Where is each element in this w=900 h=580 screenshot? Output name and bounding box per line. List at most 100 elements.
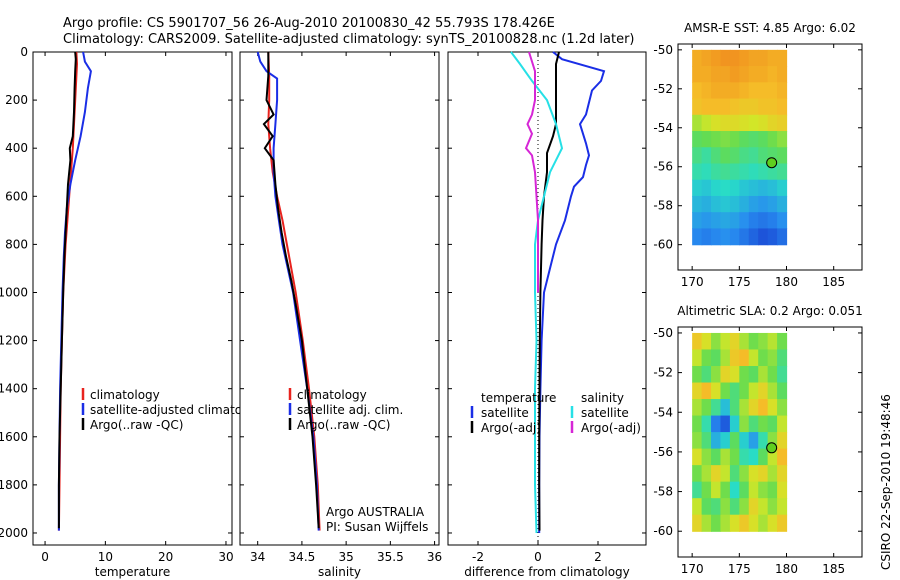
heat-cell <box>692 179 703 197</box>
y-tick-label: 0 <box>20 45 28 59</box>
y-tick-label: -54 <box>653 405 673 419</box>
heat-cell <box>748 179 759 197</box>
heat-cell <box>758 66 769 83</box>
heat-cell <box>777 481 788 499</box>
heat-cell <box>748 82 759 100</box>
heat-cell <box>711 349 722 367</box>
map-frame-outline <box>677 326 863 558</box>
heat-cell <box>692 481 703 499</box>
heat-cell <box>748 481 759 499</box>
heat-cell <box>748 163 759 181</box>
heat-cell <box>729 212 740 230</box>
heat-cell <box>739 163 750 181</box>
heat-cell <box>767 179 778 197</box>
y-tick-label: -56 <box>653 445 673 459</box>
heat-cell <box>692 228 703 246</box>
x-tick-label: 185 <box>822 562 845 576</box>
heat-cell <box>711 432 722 450</box>
heat-cell <box>748 448 759 466</box>
heat-cell <box>692 448 703 466</box>
float-marker <box>766 157 778 169</box>
heat-cell <box>767 131 778 148</box>
heat-cell <box>729 465 740 483</box>
heat-cell <box>739 432 750 450</box>
heat-cell <box>692 82 703 100</box>
heat-cell <box>701 432 712 450</box>
heat-cell <box>777 131 788 148</box>
heat-cell <box>758 415 769 433</box>
heat-cell <box>758 98 769 116</box>
heat-cell <box>711 49 722 67</box>
y-tick-label: 400 <box>5 141 28 155</box>
heat-cell <box>711 98 722 116</box>
heat-cell <box>758 349 769 367</box>
plot-frame <box>32 51 233 546</box>
y-tick-label: 1200 <box>0 334 28 348</box>
heat-cell <box>729 147 740 165</box>
heat-cell <box>748 365 759 384</box>
header-line-2: Climatology: CARS2009. Satellite-adjuste… <box>63 32 635 47</box>
heat-cell <box>729 415 740 433</box>
sst-map: AMSR-E SST: 4.85 Argo: 6.02 170 175 180 185 -… <box>653 21 863 289</box>
heat-cell <box>701 98 712 116</box>
series-line <box>538 51 606 533</box>
heat-cell <box>748 432 759 450</box>
heat-cell <box>720 514 731 532</box>
y-tick-label: 1000 <box>0 285 28 299</box>
heat-cell <box>711 399 722 417</box>
heat-cell <box>758 432 769 450</box>
heat-cell <box>758 212 769 230</box>
heat-cell <box>739 448 750 466</box>
y-tick-label: 1600 <box>0 430 28 444</box>
heat-cell <box>692 415 703 433</box>
heat-cell <box>711 448 722 466</box>
heat-cell <box>777 179 788 197</box>
y-tick-label: 800 <box>5 237 28 251</box>
heat-cell <box>720 399 731 417</box>
heat-cell <box>777 465 788 483</box>
series-line <box>267 51 321 531</box>
heat-cell <box>720 498 731 516</box>
heat-cell <box>729 163 740 181</box>
y-tick-label: -56 <box>653 160 673 174</box>
heat-cell <box>777 98 788 116</box>
heat-cell <box>748 114 759 132</box>
heat-cell <box>758 382 769 400</box>
heat-cell <box>767 147 778 165</box>
series-line <box>510 51 564 534</box>
heat-cell <box>692 382 703 400</box>
heat-cell <box>692 98 703 116</box>
heat-cell <box>711 114 722 132</box>
heat-cell <box>711 163 722 181</box>
heat-cell <box>777 415 788 433</box>
legend-label: satellite-adjusted climatology <box>90 403 268 417</box>
heat-cell <box>729 448 740 466</box>
heat-cell <box>767 399 778 417</box>
heat-cell <box>748 415 759 433</box>
heat-cell <box>729 382 740 400</box>
heat-cell <box>711 465 722 483</box>
heat-cell <box>767 212 778 230</box>
heat-cell <box>701 147 712 165</box>
heat-cell <box>777 82 788 100</box>
heat-cell <box>748 382 759 400</box>
series-line <box>262 52 320 529</box>
heat-cell <box>692 332 703 351</box>
heat-cell <box>701 179 712 197</box>
x-tick-label: 30 <box>218 550 233 564</box>
heat-cell <box>748 212 759 230</box>
heat-cell <box>729 498 740 516</box>
heat-cell <box>720 228 731 246</box>
heat-cell <box>777 399 788 417</box>
heat-cell <box>739 66 750 83</box>
heat-cell <box>758 399 769 417</box>
heat-cell <box>767 432 778 450</box>
legend-label: climatology <box>90 388 160 402</box>
x-tick-label: 34.5 <box>289 550 316 564</box>
heat-cell <box>711 179 722 197</box>
heat-cell <box>767 481 778 499</box>
x-tick-label: 20 <box>158 550 173 564</box>
heat-cell <box>739 365 750 384</box>
x-tick-label: 180 <box>775 562 798 576</box>
